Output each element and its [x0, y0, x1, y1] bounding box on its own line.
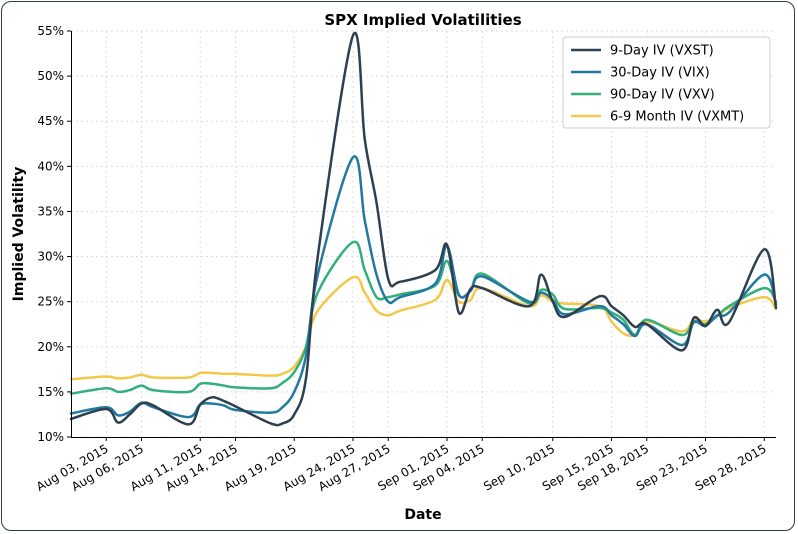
series-line-vxst: [69, 31, 778, 427]
y-tick-label: 55%: [37, 24, 64, 38]
series-lines: [69, 31, 778, 427]
y-tick-label: 50%: [37, 69, 64, 83]
y-tick-label: 45%: [37, 114, 64, 128]
y-axis-title: Implied Volatility: [11, 167, 27, 302]
y-tick-labels: 10% 15% 20% 25% 30% 35% 40% 45% 50% 55%: [37, 24, 71, 444]
series-line-vxv: [69, 240, 778, 395]
y-tick-label: 30%: [37, 250, 64, 264]
legend-box: [562, 36, 771, 129]
series-line-vxmt: [69, 275, 778, 381]
legend-label-vix: 30-Day IV (VIX): [610, 66, 710, 81]
y-tick-label: 35%: [37, 204, 64, 218]
y-tick-label: 25%: [37, 295, 64, 309]
axes: [71, 31, 776, 438]
y-tick-label: 20%: [37, 340, 64, 354]
x-axis-title: Date: [404, 507, 441, 523]
chart-title: SPX Implied Volatilities: [324, 11, 521, 29]
y-tick-label: 15%: [37, 385, 64, 399]
y-tick-label: 10%: [37, 430, 64, 444]
legend-label-vxst: 9-Day IV (VXST): [610, 44, 714, 59]
legend-label-vxv: 90-Day IV (VXV): [610, 88, 715, 103]
y-tick-label: 40%: [37, 159, 64, 173]
legend: 9-Day IV (VXST) 30-Day IV (VIX) 90-Day IV …: [562, 36, 771, 129]
legend-label-vxmt: 6-9 Month IV (VXMT): [610, 110, 744, 125]
